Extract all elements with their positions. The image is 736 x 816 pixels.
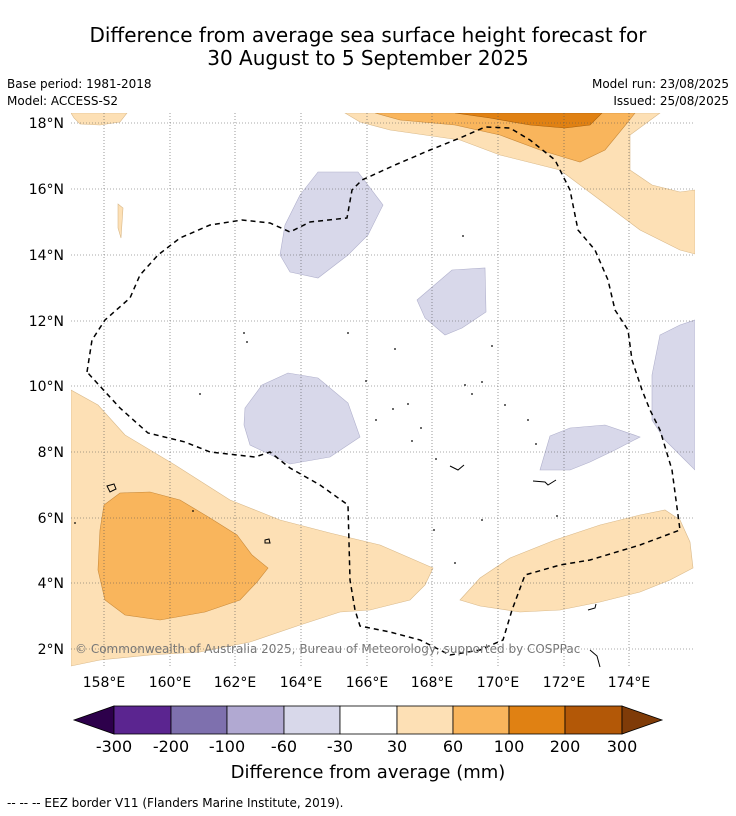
colorbar-tick: -60 [271,737,297,756]
lat-label: 12°N [29,314,64,330]
model-run-text: Model run: 23/08/2025 [591,77,729,91]
island-outline [532,479,557,486]
negative-anomaly-west [243,372,361,465]
lat-label: 16°N [29,182,64,198]
lon-label: 158°E [83,675,126,691]
lon-label: 168°E [411,675,454,691]
island-outline [587,603,597,611]
map-title-line-2: 30 August to 5 September 2025 [207,46,529,70]
colorbar-tick: 100 [494,737,525,756]
negative-anomaly-east-edge [651,319,695,471]
gridlines [71,113,695,668]
lon-label: 164°E [280,675,323,691]
positive-anomaly-sliver [117,203,124,239]
negative-anomaly-center [416,267,487,336]
negative-anomaly-east-inner [539,424,641,471]
colorbar: -300 -200 -100 -60 -30 30 60 100 200 300… [72,705,664,783]
lon-label: 170°E [477,675,520,691]
lat-label: 2°N [38,642,64,658]
colorbar-extend-low [72,705,115,735]
lon-label: 160°E [149,675,192,691]
positive-anomaly-southeast [459,509,694,613]
model-name-text: Model: ACCESS-S2 [7,94,119,108]
lon-label: 172°E [543,675,586,691]
colorbar-tick: -200 [153,737,189,756]
lat-label: 14°N [29,248,64,264]
colorbar-segment [564,705,623,735]
positive-anomaly-top-left [71,113,128,126]
colorbar-segment [339,705,398,735]
colorbar-tick: -100 [209,737,245,756]
island-outline [264,538,271,544]
contour-layer [71,113,695,668]
colorbar-tick: 30 [387,737,407,756]
colorbar-label: Difference from average (mm) [231,762,506,783]
copyright-text: © Commonwealth of Australia 2025, Bureau… [75,642,580,656]
lon-label: 166°E [346,675,389,691]
lat-label: 6°N [38,511,64,527]
colorbar-segment [396,705,454,735]
colorbar-tick: -30 [327,737,353,756]
negative-anomaly-north [279,171,384,279]
colorbar-segment [226,705,285,735]
island-outline [589,649,601,668]
lat-label: 8°N [38,445,64,461]
colorbar-tick: 60 [443,737,463,756]
issued-date-text: Issued: 25/08/2025 [613,94,729,108]
colorbar-segment [452,705,510,735]
lat-label: 18°N [29,116,64,132]
lon-label: 162°E [214,675,257,691]
island-outline [449,464,465,471]
base-period-text: Base period: 1981-2018 [7,77,152,91]
lon-label: 174°E [608,675,651,691]
colorbar-tick: 300 [607,737,638,756]
high-anomaly-top-right [454,113,603,129]
lat-label: 4°N [38,576,64,592]
positive-anomaly-top-right [344,113,695,255]
eez-legend-text: -- -- -- EEZ border V11 (Flanders Marine… [7,796,344,810]
colorbar-tick: -300 [96,737,132,756]
colorbar-extend-high [621,705,664,735]
forecast-map: © Commonwealth of Australia 2025, Bureau… [29,113,695,783]
eez-border [86,126,681,656]
colorbar-tick: 200 [550,737,581,756]
colorbar-segment [170,705,228,735]
map-title-line-1: Difference from average sea surface heig… [89,23,647,47]
colorbar-segment [283,705,341,735]
island-outline [106,483,117,493]
lat-label: 10°N [29,379,64,395]
colorbar-segment [508,705,566,735]
colorbar-segment [113,705,172,735]
